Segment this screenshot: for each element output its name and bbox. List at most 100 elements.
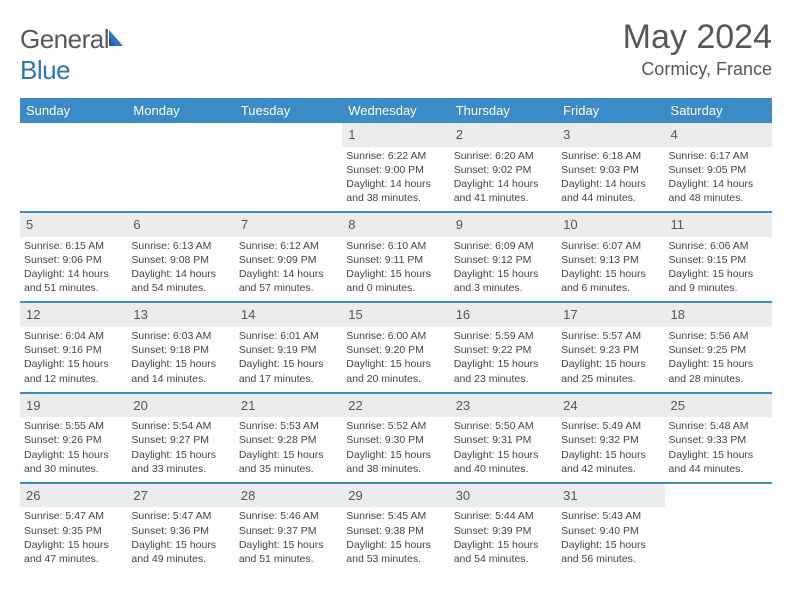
day-info: Sunrise: 6:09 AMSunset: 9:12 PMDaylight:… [450,237,557,303]
sunrise-text: Sunrise: 5:56 AM [669,329,768,343]
daylight-text: Daylight: 15 hours and 49 minutes. [131,538,230,566]
sunset-text: Sunset: 9:06 PM [24,253,123,267]
sunset-text: Sunset: 9:00 PM [346,163,445,177]
day-info: Sunrise: 5:44 AMSunset: 9:39 PMDaylight:… [450,507,557,572]
day-info: Sunrise: 6:17 AMSunset: 9:05 PMDaylight:… [665,147,772,213]
day-info: Sunrise: 6:00 AMSunset: 9:20 PMDaylight:… [342,327,449,393]
day-number: 24 [557,393,664,418]
day-number: 23 [450,393,557,418]
sunrise-text: Sunrise: 5:53 AM [239,419,338,433]
weekday-header: Thursday [450,98,557,123]
sunrise-text: Sunrise: 6:13 AM [131,239,230,253]
sunset-text: Sunset: 9:40 PM [561,524,660,538]
sunrise-text: Sunrise: 6:18 AM [561,149,660,163]
sunset-text: Sunset: 9:28 PM [239,433,338,447]
day-number-row: 262728293031 [20,483,772,508]
location: Cormicy, France [623,59,772,80]
sunrise-text: Sunrise: 5:46 AM [239,509,338,523]
day-info [235,147,342,213]
sunset-text: Sunset: 9:20 PM [346,343,445,357]
day-info: Sunrise: 5:47 AMSunset: 9:36 PMDaylight:… [127,507,234,572]
title-block: May 2024 Cormicy, France [623,18,772,80]
day-number: 2 [450,123,557,147]
daylight-text: Daylight: 14 hours and 51 minutes. [24,267,123,295]
day-info: Sunrise: 6:15 AMSunset: 9:06 PMDaylight:… [20,237,127,303]
sunset-text: Sunset: 9:08 PM [131,253,230,267]
sunset-text: Sunset: 9:15 PM [669,253,768,267]
day-info: Sunrise: 5:48 AMSunset: 9:33 PMDaylight:… [665,417,772,483]
day-info: Sunrise: 6:22 AMSunset: 9:00 PMDaylight:… [342,147,449,213]
day-number: 15 [342,302,449,327]
sunrise-text: Sunrise: 6:15 AM [24,239,123,253]
sunrise-text: Sunrise: 6:01 AM [239,329,338,343]
day-number: 22 [342,393,449,418]
sunset-text: Sunset: 9:18 PM [131,343,230,357]
daylight-text: Daylight: 15 hours and 28 minutes. [669,357,768,385]
day-info: Sunrise: 5:55 AMSunset: 9:26 PMDaylight:… [20,417,127,483]
daylight-text: Daylight: 14 hours and 54 minutes. [131,267,230,295]
sunset-text: Sunset: 9:12 PM [454,253,553,267]
day-number [665,483,772,508]
sunset-text: Sunset: 9:11 PM [346,253,445,267]
day-number-row: 567891011 [20,212,772,237]
day-info [665,507,772,572]
logo-text: GeneralBlue [20,24,131,86]
sunset-text: Sunset: 9:38 PM [346,524,445,538]
day-number: 3 [557,123,664,147]
sunset-text: Sunset: 9:13 PM [561,253,660,267]
daylight-text: Daylight: 14 hours and 38 minutes. [346,177,445,205]
day-info-row: Sunrise: 6:04 AMSunset: 9:16 PMDaylight:… [20,327,772,393]
sunset-text: Sunset: 9:27 PM [131,433,230,447]
sunrise-text: Sunrise: 5:48 AM [669,419,768,433]
month-title: May 2024 [623,18,772,57]
daylight-text: Daylight: 15 hours and 51 minutes. [239,538,338,566]
weekday-header: Tuesday [235,98,342,123]
day-info: Sunrise: 6:03 AMSunset: 9:18 PMDaylight:… [127,327,234,393]
day-info-row: Sunrise: 6:15 AMSunset: 9:06 PMDaylight:… [20,237,772,303]
day-info: Sunrise: 5:45 AMSunset: 9:38 PMDaylight:… [342,507,449,572]
sunrise-text: Sunrise: 5:49 AM [561,419,660,433]
day-number-row: 12131415161718 [20,302,772,327]
day-number: 5 [20,212,127,237]
weekday-header: Monday [127,98,234,123]
day-info: Sunrise: 5:47 AMSunset: 9:35 PMDaylight:… [20,507,127,572]
sunset-text: Sunset: 9:36 PM [131,524,230,538]
day-number: 1 [342,123,449,147]
sunset-text: Sunset: 9:35 PM [24,524,123,538]
daylight-text: Daylight: 15 hours and 33 minutes. [131,448,230,476]
sunrise-text: Sunrise: 6:12 AM [239,239,338,253]
daylight-text: Daylight: 15 hours and 56 minutes. [561,538,660,566]
day-info: Sunrise: 5:59 AMSunset: 9:22 PMDaylight:… [450,327,557,393]
day-info: Sunrise: 6:07 AMSunset: 9:13 PMDaylight:… [557,237,664,303]
day-number: 25 [665,393,772,418]
sunset-text: Sunset: 9:22 PM [454,343,553,357]
sunrise-text: Sunrise: 6:00 AM [346,329,445,343]
sunset-text: Sunset: 9:39 PM [454,524,553,538]
sunset-text: Sunset: 9:31 PM [454,433,553,447]
day-info-row: Sunrise: 5:47 AMSunset: 9:35 PMDaylight:… [20,507,772,572]
day-number [235,123,342,147]
day-info: Sunrise: 6:04 AMSunset: 9:16 PMDaylight:… [20,327,127,393]
sunset-text: Sunset: 9:37 PM [239,524,338,538]
daylight-text: Daylight: 15 hours and 9 minutes. [669,267,768,295]
sunrise-text: Sunrise: 6:07 AM [561,239,660,253]
day-info: Sunrise: 6:20 AMSunset: 9:02 PMDaylight:… [450,147,557,213]
sunset-text: Sunset: 9:32 PM [561,433,660,447]
day-number-row: 19202122232425 [20,393,772,418]
logo-sail-icon [107,24,129,55]
daylight-text: Daylight: 14 hours and 48 minutes. [669,177,768,205]
day-number: 6 [127,212,234,237]
sunset-text: Sunset: 9:05 PM [669,163,768,177]
day-info-row: Sunrise: 5:55 AMSunset: 9:26 PM Daylight:… [20,417,772,483]
day-number: 19 [20,393,127,418]
day-number: 7 [235,212,342,237]
day-number: 9 [450,212,557,237]
weekday-header: Friday [557,98,664,123]
sunrise-text: Sunrise: 5:55 AM [24,419,123,433]
sunset-text: Sunset: 9:16 PM [24,343,123,357]
sunset-text: Sunset: 9:26 PM [24,433,123,447]
sunrise-text: Sunrise: 5:54 AM [131,419,230,433]
sunset-text: Sunset: 9:33 PM [669,433,768,447]
sunrise-text: Sunrise: 5:43 AM [561,509,660,523]
weekday-header: Wednesday [342,98,449,123]
